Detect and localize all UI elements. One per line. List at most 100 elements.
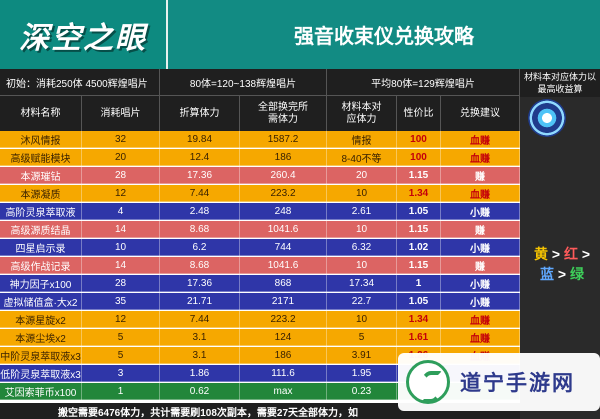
table-row: 高级作战记录 14 8.68 1041.6 10 1.15 赚 xyxy=(0,257,520,274)
legend-arrow: > xyxy=(557,266,567,282)
cell-total-stamina: 186 xyxy=(240,149,327,166)
cell-record-cost: 20 xyxy=(82,149,160,166)
site-logo-icon xyxy=(406,360,450,404)
cell-material-stamina: 8-40不等 xyxy=(327,149,397,166)
cell-total-stamina: 223.2 xyxy=(240,185,327,202)
table-row: 高级源质结晶 14 8.68 1041.6 10 1.15 赚 xyxy=(0,221,520,238)
col-total-stamina: 全部换完所需体力 xyxy=(240,95,327,131)
cell-total-stamina: 186 xyxy=(240,347,327,364)
cell-material-stamina: 3.91 xyxy=(327,347,397,364)
cell-advice: 赚 xyxy=(441,221,520,238)
cell-record-cost: 14 xyxy=(82,257,160,274)
cell-material-name: 低阶灵泉萃取液x3 xyxy=(0,365,82,382)
cell-stamina: 8.68 xyxy=(160,221,240,238)
cell-material-name: 本源璀钻 xyxy=(0,167,82,184)
group-average: 平均80体=129辉煌唱片 xyxy=(327,69,520,95)
cell-material-name: 虚拟储值盒·大x2 xyxy=(0,293,82,310)
cell-total-stamina: 111.6 xyxy=(240,365,327,382)
table-row: 本源凝质 12 7.44 223.2 10 1.34 血赚 xyxy=(0,185,520,202)
cell-material-stamina: 17.34 xyxy=(327,275,397,292)
cell-stamina: 17.36 xyxy=(160,275,240,292)
cell-material-name: 高级作战记录 xyxy=(0,257,82,274)
cell-material-stamina: 22.7 xyxy=(327,293,397,310)
col-material-name: 材料名称 xyxy=(0,95,82,131)
cell-stamina: 12.4 xyxy=(160,149,240,166)
cell-record-cost: 4 xyxy=(82,203,160,220)
cell-material-stamina: 20 xyxy=(327,167,397,184)
lens-icon xyxy=(528,99,566,137)
cell-material-name: 本源星旋x2 xyxy=(0,311,82,328)
cell-material-name: 本源尘埃x2 xyxy=(0,329,82,346)
cell-total-stamina: 260.4 xyxy=(240,167,327,184)
cell-material-stamina: 10 xyxy=(327,185,397,202)
footer-note: 搬空需要6476体力，共计需要刷108次副本，需要27天全部体力，如 xyxy=(0,403,520,419)
site-watermark: 道宁手游网 xyxy=(398,353,600,411)
cell-record-cost: 32 xyxy=(82,131,160,148)
cell-material-name: 高阶灵泉萃取液 xyxy=(0,203,82,220)
cell-advice: 小赚 xyxy=(441,203,520,220)
color-legend: 黄 > 红 > 蓝 > 绿 xyxy=(528,244,596,284)
cell-material-name: 艾因索菲币x100 xyxy=(0,383,82,400)
cell-advice: 小赚 xyxy=(441,293,520,310)
legend-green: 绿 xyxy=(569,266,584,282)
table-row: 虚拟储值盒·大x2 35 21.71 2171 22.7 1.05 小赚 xyxy=(0,293,520,310)
cell-ratio: 1.61 xyxy=(397,329,441,346)
cell-ratio: 1.15 xyxy=(397,257,441,274)
legend-yellow: 黄 xyxy=(533,246,548,262)
cell-record-cost: 28 xyxy=(82,275,160,292)
cell-record-cost: 3 xyxy=(82,365,160,382)
cell-ratio: 100 xyxy=(397,149,441,166)
col-record-cost: 消耗唱片 xyxy=(82,95,160,131)
cell-material-stamina: 5 xyxy=(327,329,397,346)
cell-material-name: 高级赋能模块 xyxy=(0,149,82,166)
table-row: 神力因子x100 28 17.36 868 17.34 1 小赚 xyxy=(0,275,520,292)
cell-material-stamina: 2.61 xyxy=(327,203,397,220)
cell-total-stamina: 868 xyxy=(240,275,327,292)
cell-total-stamina: 1041.6 xyxy=(240,221,327,238)
cell-total-stamina: 248 xyxy=(240,203,327,220)
cell-record-cost: 35 xyxy=(82,293,160,310)
cell-material-name: 高级源质结晶 xyxy=(0,221,82,238)
cell-material-stamina: 10 xyxy=(327,311,397,328)
legend-red: 红 xyxy=(563,246,578,262)
col-ratio: 性价比 xyxy=(397,95,441,131)
cell-total-stamina: 744 xyxy=(240,239,327,256)
cell-ratio: 1.15 xyxy=(397,167,441,184)
cell-stamina: 7.44 xyxy=(160,311,240,328)
cell-advice: 赚 xyxy=(441,257,520,274)
table-row: 高阶灵泉萃取液 4 2.48 248 2.61 1.05 小赚 xyxy=(0,203,520,220)
cell-material-stamina: 0.23 xyxy=(327,383,397,400)
cell-record-cost: 5 xyxy=(82,329,160,346)
cell-ratio: 100 xyxy=(397,131,441,148)
cell-stamina: 21.71 xyxy=(160,293,240,310)
cell-ratio: 1 xyxy=(397,275,441,292)
cell-record-cost: 1 xyxy=(82,383,160,400)
cell-ratio: 1.05 xyxy=(397,293,441,310)
cell-advice: 赚 xyxy=(441,167,520,184)
game-logo: 深空之眼 xyxy=(0,0,166,69)
cell-stamina: 6.2 xyxy=(160,239,240,256)
cell-material-name: 中阶灵泉萃取液x3 xyxy=(0,347,82,364)
table-row: 低阶灵泉萃取液x3 3 1.86 111.6 1.95 xyxy=(0,365,520,382)
table-row: 本源璀钻 28 17.36 260.4 20 1.15 赚 xyxy=(0,167,520,184)
game-logo-text: 深空之眼 xyxy=(19,21,147,55)
page-title: 强音收束仪兑换攻略 xyxy=(294,26,474,48)
cell-total-stamina: 1587.2 xyxy=(240,131,327,148)
banner: 深空之眼 强音收束仪兑换攻略 xyxy=(0,0,600,69)
cell-material-stamina: 10 xyxy=(327,221,397,238)
cell-record-cost: 12 xyxy=(82,185,160,202)
cell-stamina: 8.68 xyxy=(160,257,240,274)
group-initial: 初始：消耗250体 4500辉煌唱片 xyxy=(0,69,160,95)
cell-stamina: 19.84 xyxy=(160,131,240,148)
cell-ratio: 1.34 xyxy=(397,185,441,202)
cell-material-stamina: 1.95 xyxy=(327,365,397,382)
legend-blue: 蓝 xyxy=(540,266,555,282)
cell-advice: 血赚 xyxy=(441,329,520,346)
cell-stamina: 3.1 xyxy=(160,347,240,364)
cell-record-cost: 5 xyxy=(82,347,160,364)
cell-material-name: 沐风情报 xyxy=(0,131,82,148)
cell-ratio: 1.34 xyxy=(397,311,441,328)
cell-total-stamina: max xyxy=(240,383,327,400)
cell-stamina: 1.86 xyxy=(160,365,240,382)
cell-advice: 血赚 xyxy=(441,185,520,202)
